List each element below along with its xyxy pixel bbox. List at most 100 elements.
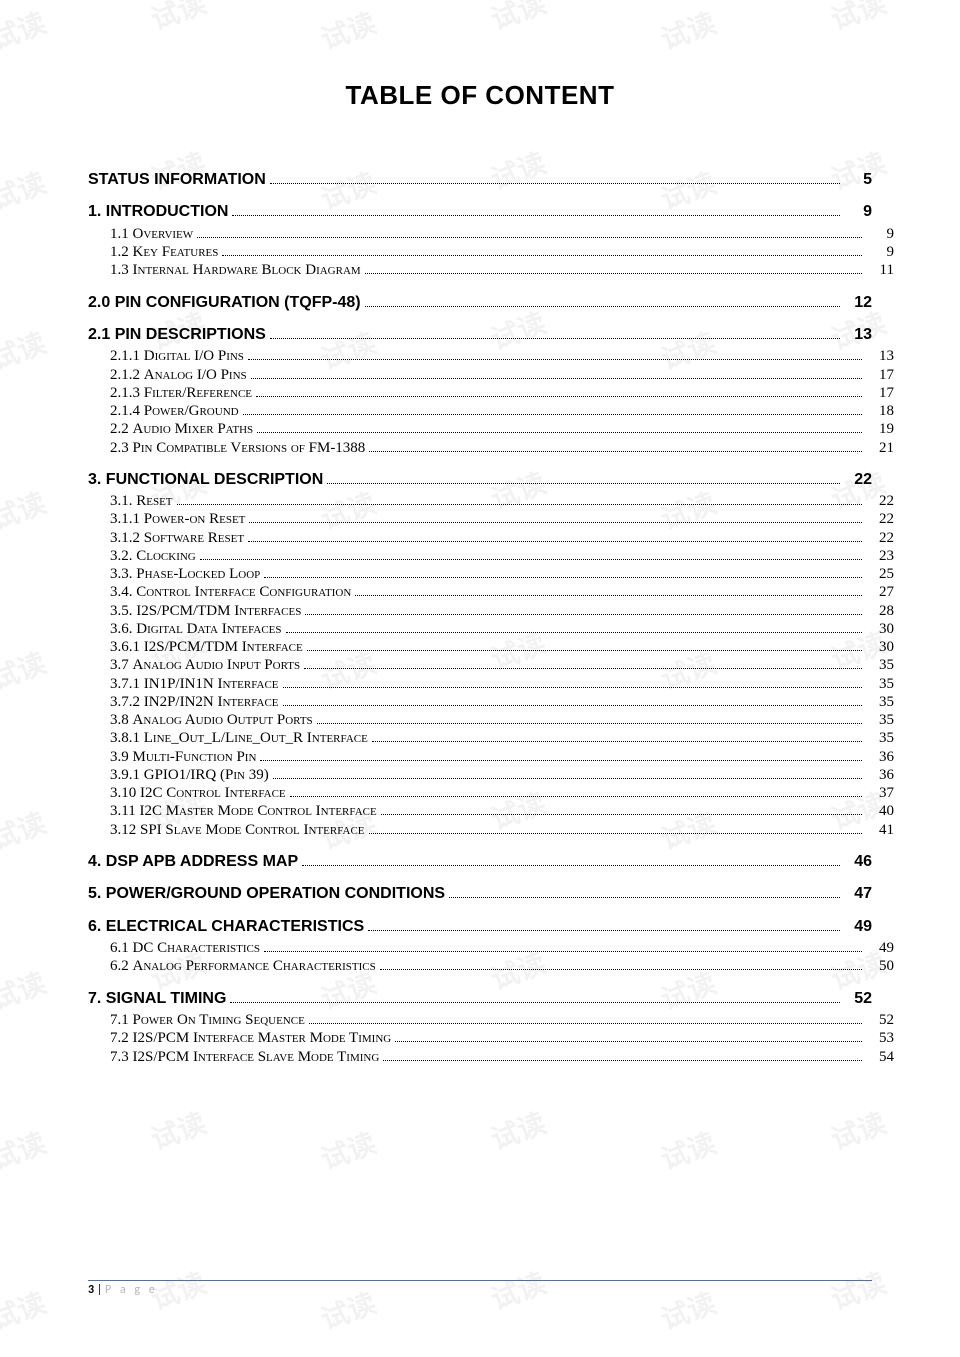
toc-entry-level1: 6. ELECTRICAL CHARACTERISTICS49 [88, 918, 872, 936]
toc-leader [304, 668, 862, 669]
toc-leader [256, 396, 862, 397]
toc-entry-page: 30 [866, 621, 894, 638]
toc-entry-number: 2.3 [110, 440, 133, 456]
toc-leader [305, 614, 862, 615]
toc-entry-level1: 2.0 PIN CONFIGURATION (TQFP-48)12 [88, 294, 872, 312]
toc-entry-page: 12 [844, 294, 872, 312]
toc-entry-number: 1.3 [110, 262, 133, 278]
toc-entry-number: 3.7 [110, 657, 133, 673]
toc-entry-label: 2.1.1 Digital I/O Pins [110, 348, 244, 365]
toc-entry-level2: 2.1.2 Analog I/O Pins17 [88, 367, 894, 384]
toc-entry-text: Overview [133, 226, 194, 242]
toc-leader [177, 504, 862, 505]
toc-entry-level2: 2.3 Pin Compatible Versions of FM-138821 [88, 440, 894, 457]
toc-entry-label: 3.7.2 IN2P/IN2N Interface [110, 694, 279, 711]
toc-entry-label: 3.1. Reset [110, 493, 173, 510]
toc-entry-page: 50 [866, 958, 894, 975]
toc-entry-number: 2.1.1 [110, 348, 144, 364]
toc-leader [369, 833, 862, 834]
toc-entry-level2: 3.9 Multi-Function Pin36 [88, 749, 894, 766]
toc-entry-number: 7.1 [110, 1012, 133, 1028]
toc-entry-text: I2C Control Interface [140, 785, 286, 801]
toc-entry-page: 40 [866, 803, 894, 820]
toc-entry-label: 2.1.2 Analog I/O Pins [110, 367, 247, 384]
toc-entry-page: 13 [844, 326, 872, 344]
toc-leader [232, 215, 840, 216]
toc-entry-number: 3.7.2 [110, 694, 144, 710]
toc-entry-text: Multi-Function Pin [133, 749, 257, 765]
toc-entry-label: 1.3 Internal Hardware Block Diagram [110, 262, 361, 279]
toc-entry-level1: 4. DSP APB ADDRESS MAP46 [88, 853, 872, 871]
toc-leader [260, 760, 862, 761]
toc-entry-label: 1.1 Overview [110, 226, 193, 243]
toc-entry-text: Audio Mixer Paths [133, 421, 254, 437]
toc-entry-text: Analog Audio Input Ports [133, 657, 301, 673]
watermark: 试读 [825, 0, 891, 38]
toc-entry-level2: 3.6. Digital Data Intefaces30 [88, 621, 894, 638]
toc-leader [283, 705, 862, 706]
toc-entry-label: 3.10 I2C Control Interface [110, 785, 286, 802]
footer-page-word: P a g e [105, 1283, 158, 1297]
toc-entry-label: 7.1 Power On Timing Sequence [110, 1012, 305, 1029]
toc-entry-label: 2.1.4 Power/Ground [110, 403, 239, 420]
toc-entry-label: 2.2 Audio Mixer Paths [110, 421, 253, 438]
toc-entry-text: GPIO1/IRQ (Pin 39) [144, 767, 269, 783]
toc-entry-label: 3.12 SPI Slave Mode Control Interface [110, 822, 365, 839]
toc-entry-label: 3.9.1 GPIO1/IRQ (Pin 39) [110, 767, 269, 784]
toc-entry-text: IN2P/IN2N Interface [144, 694, 279, 710]
toc-entry-level2: 2.1.1 Digital I/O Pins13 [88, 348, 894, 365]
toc-entry-level2: 2.1.4 Power/Ground18 [88, 403, 894, 420]
toc-entry-number: 7.2 [110, 1030, 133, 1046]
toc-entry-label: 4. DSP APB ADDRESS MAP [88, 853, 298, 871]
toc-group: 6. ELECTRICAL CHARACTERISTICS49 6.1 DC Ch… [88, 918, 872, 976]
watermark: 试读 [315, 2, 381, 59]
toc-entry-page: 27 [866, 584, 894, 601]
toc-entry-text: I2C Master Mode Control Interface [139, 803, 376, 819]
toc-group: STATUS INFORMATION5 [88, 171, 872, 189]
toc-group: 4. DSP APB ADDRESS MAP46 [88, 853, 872, 871]
toc-entry-label: 7. SIGNAL TIMING [88, 990, 226, 1008]
toc-entry-label: 3.3. Phase-Locked Loop [110, 566, 260, 583]
toc-entry-label: 6.1 DC Characteristics [110, 940, 260, 957]
toc-leader [372, 741, 862, 742]
toc-entry-label: 3.8.1 Line_Out_L/Line_Out_R Interface [110, 730, 368, 747]
toc-entry-number: 3.10 [110, 785, 140, 801]
toc-entry-page: 17 [866, 385, 894, 402]
toc-entry-page: 35 [866, 676, 894, 693]
toc-entry-page: 22 [866, 493, 894, 510]
toc-entry-number: 3.1. [110, 493, 136, 509]
toc-entry-page: 9 [866, 226, 894, 243]
toc-entry-text: Power/Ground [144, 403, 239, 419]
toc-entry-label: 3.5. I2S/PCM/TDM Interfaces [110, 603, 301, 620]
toc-entry-number: 3.7.1 [110, 676, 144, 692]
toc-entry-label: 3.2. Clocking [110, 548, 196, 565]
toc-leader [395, 1041, 862, 1042]
toc-entry-level2: 3.3. Phase-Locked Loop25 [88, 566, 894, 583]
toc-leader [365, 273, 862, 274]
toc-entry-number: 3.9.1 [110, 767, 144, 783]
toc-entry-label: STATUS INFORMATION [88, 171, 266, 189]
toc-entry-text: Reset [136, 493, 172, 509]
toc-entry-text: Analog I/O Pins [144, 367, 247, 383]
toc-entry-page: 23 [866, 548, 894, 565]
toc-entry-text: Phase-Locked Loop [136, 566, 260, 582]
toc-leader [251, 378, 862, 379]
toc-entry-number: 3.4. [110, 584, 136, 600]
toc-leader [449, 897, 840, 898]
toc-entry-level1: 3. FUNCTIONAL DESCRIPTION22 [88, 471, 872, 489]
watermark: 试读 [0, 482, 51, 539]
toc-entry-level2: 3.6.1 I2S/PCM/TDM Interface30 [88, 639, 894, 656]
toc-entry-level2: 3.8 Analog Audio Output Ports35 [88, 712, 894, 729]
toc-entry-level2: 3.8.1 Line_Out_L/Line_Out_R Interface35 [88, 730, 894, 747]
toc-leader [270, 338, 840, 339]
watermark: 试读 [655, 2, 721, 59]
toc-entry-number: 3.5. [110, 603, 136, 619]
toc-entry-label: 2.1.3 Filter/Reference [110, 385, 252, 402]
toc-entry-number: 3.9 [110, 749, 133, 765]
toc-entry-label: 2.3 Pin Compatible Versions of FM-1388 [110, 440, 365, 457]
watermark: 试读 [0, 962, 51, 1019]
toc-leader [230, 1002, 840, 1003]
toc-entry-label: 6. ELECTRICAL CHARACTERISTICS [88, 918, 364, 936]
toc-entry-level2: 1.1 Overview 9 [88, 226, 894, 243]
toc-entry-label: 5. POWER/GROUND OPERATION CONDITIONS [88, 885, 445, 903]
